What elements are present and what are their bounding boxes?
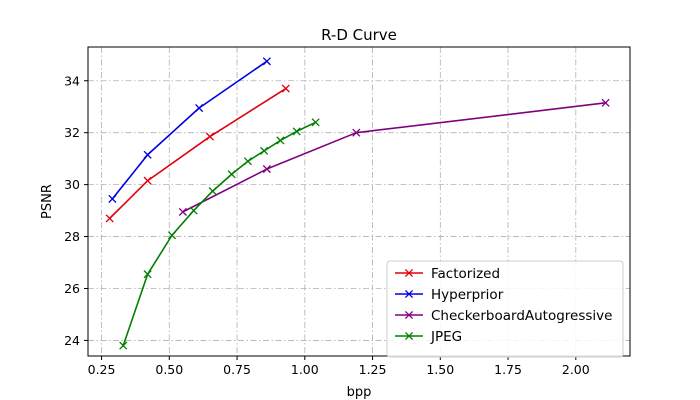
series-layer: [105, 57, 610, 350]
legend-marker-checkerboardautogressive: [404, 310, 414, 320]
x-tick-label: 1.00: [291, 362, 319, 377]
legend-label-factorized: Factorized: [431, 266, 500, 282]
series-line-hyperprior: [111, 60, 268, 200]
data-point-jpeg: [260, 146, 269, 155]
legend-label-jpeg: JPEG: [430, 329, 462, 345]
legend-marker-factorized: [404, 268, 414, 278]
x-axis-label: bpp: [347, 385, 372, 400]
data-point-jpeg: [167, 231, 177, 240]
data-point-factorized: [281, 84, 290, 93]
series-line-factorized: [109, 87, 287, 219]
x-tick-label: 1.75: [494, 362, 522, 377]
data-point-hyperprior: [143, 150, 152, 159]
data-point-jpeg: [276, 136, 285, 145]
data-point-jpeg: [119, 341, 128, 350]
tick-layer: 0.25 0.50 0.75 1.00 1.25 1.50 1.75 2.00 24 26 28 30…: [64, 73, 590, 377]
series-line-checkerboardautogressive: [182, 102, 606, 213]
x-tick-label: 1.25: [359, 362, 387, 377]
x-tick-label: 1.50: [426, 362, 454, 377]
data-point-jpeg: [189, 206, 198, 215]
y-tick-label: 26: [64, 281, 80, 296]
y-tick-label: 30: [64, 177, 80, 192]
data-point-jpeg: [143, 270, 152, 279]
data-point-checkerboardautogressive: [262, 164, 271, 174]
data-point-factorized: [105, 214, 114, 223]
x-tick-label: 0.75: [223, 362, 251, 377]
legend-label-hyperprior: Hyperprior: [431, 287, 504, 303]
plot-frame: [87, 46, 631, 357]
chart-title: R-D Curve: [321, 26, 397, 44]
legend-box: [386, 260, 624, 358]
data-point-hyperprior: [262, 57, 271, 66]
data-point-checkerboardautogressive: [601, 98, 610, 107]
y-tick-label: 28: [64, 229, 80, 244]
y-tick-label: 24: [64, 333, 80, 348]
legend-marker-jpeg: [404, 331, 414, 341]
legend: Factorized Hyperprior CheckerboardAutogres…: [386, 260, 624, 358]
data-point-jpeg: [227, 170, 236, 179]
data-point-jpeg: [243, 157, 252, 166]
legend-label-checkerboardautogressive: CheckerboardAutogressive: [431, 308, 612, 324]
data-point-checkerboardautogressive: [178, 207, 187, 216]
data-point-jpeg: [292, 127, 301, 136]
series-factorized: [105, 84, 290, 223]
y-tick-label: 32: [64, 125, 80, 140]
series-hyperprior: [108, 57, 271, 203]
data-point-jpeg: [208, 187, 217, 196]
y-tick-label: 34: [64, 73, 80, 88]
data-point-jpeg: [311, 118, 320, 127]
data-point-hyperprior: [195, 103, 204, 113]
series-jpeg: [119, 118, 320, 350]
data-point-factorized: [143, 176, 152, 185]
data-point-checkerboardautogressive: [352, 128, 361, 137]
x-tick-label: 2.00: [562, 362, 590, 377]
legend-marker-hyperprior: [404, 289, 414, 299]
series-checkerboardautogressive: [178, 98, 610, 216]
y-axis-label: PSNR: [40, 184, 55, 219]
x-tick-label: 0.50: [155, 362, 183, 377]
x-tick-label: 0.25: [88, 362, 116, 377]
data-point-hyperprior: [108, 194, 117, 203]
data-point-factorized: [205, 132, 215, 141]
